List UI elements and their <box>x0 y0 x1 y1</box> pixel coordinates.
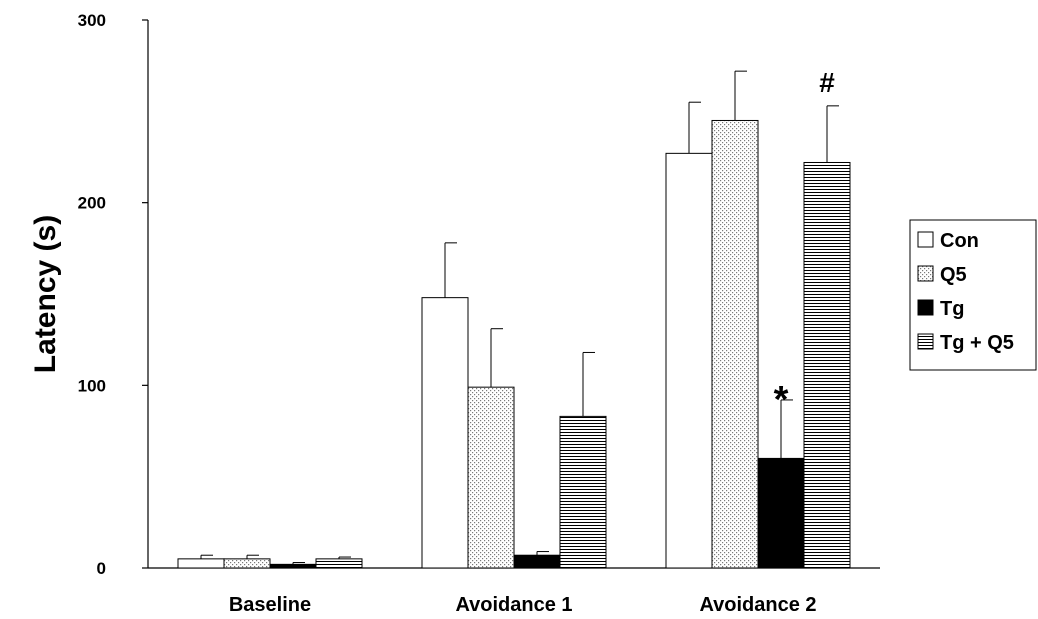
error-bar-con-baseline <box>200 554 213 559</box>
legend-swatch-tg-q5 <box>917 333 934 350</box>
x-label-baseline: Baseline <box>229 594 311 616</box>
bar-tg-q5-avoidance-2 <box>803 161 851 569</box>
error-bar-q5-avoidance-1 <box>490 328 503 388</box>
legend-label-q5: Q5 <box>940 264 967 286</box>
y-tick-label: 0 <box>97 559 106 578</box>
error-bar-tg-q5-baseline <box>338 556 351 559</box>
annotations: *# <box>774 67 836 421</box>
x-label-avoidance-2: Avoidance 2 <box>699 594 816 616</box>
legend-label-con: Con <box>940 230 979 252</box>
bar-con-avoidance-2 <box>665 152 713 569</box>
error-bar-con-avoidance-2 <box>688 101 701 154</box>
legend: Con Q5 Tg Tg + Q5 <box>909 219 1037 371</box>
y-tick-label: 300 <box>78 11 106 30</box>
error-bar-q5-avoidance-2 <box>734 70 747 121</box>
legend-swatch-q5 <box>917 265 934 282</box>
bar-tg-q5-avoidance-1 <box>559 415 607 569</box>
error-bar-q5-baseline <box>246 554 259 559</box>
y-tick-label: 100 <box>78 376 106 395</box>
error-bar-con-avoidance-1 <box>444 242 457 298</box>
error-bar-tg-q5-avoidance-2 <box>826 105 839 163</box>
error-bar-tg-baseline <box>292 562 305 565</box>
y-axis-title: Latency (s) <box>29 215 62 373</box>
x-tick-labels: Baseline Avoidance 1 Avoidance 2 <box>229 594 817 616</box>
bar-con-baseline <box>177 558 225 569</box>
bars <box>177 119 851 569</box>
x-label-avoidance-1: Avoidance 1 <box>455 594 572 616</box>
error-bars <box>200 70 839 565</box>
bar-con-avoidance-1 <box>421 297 469 569</box>
y-ticks: 0 100 200 300 <box>78 11 148 578</box>
error-bar-tg-avoidance-1 <box>536 551 549 556</box>
bar-tg-baseline <box>269 563 317 569</box>
bar-q5-avoidance-2 <box>711 119 759 569</box>
error-bar-tg-q5-avoidance-1 <box>582 351 595 417</box>
annotation-asterisk: * <box>774 379 789 421</box>
error-bar-tg-avoidance-2 <box>780 399 793 459</box>
legend-swatch-tg <box>917 299 934 316</box>
bar-tg-avoidance-2 <box>757 457 805 569</box>
bar-q5-avoidance-1 <box>467 386 515 569</box>
legend-label-tg-q5: Tg + Q5 <box>940 332 1014 354</box>
legend-swatch-con <box>917 231 934 248</box>
bar-q5-baseline <box>223 558 271 569</box>
legend-label-tg: Tg <box>940 298 964 320</box>
y-tick-label: 200 <box>78 194 106 213</box>
annotation-hash: # <box>819 67 835 98</box>
bar-tg-avoidance-1 <box>513 554 561 569</box>
bar-tg-q5-baseline <box>315 558 363 569</box>
